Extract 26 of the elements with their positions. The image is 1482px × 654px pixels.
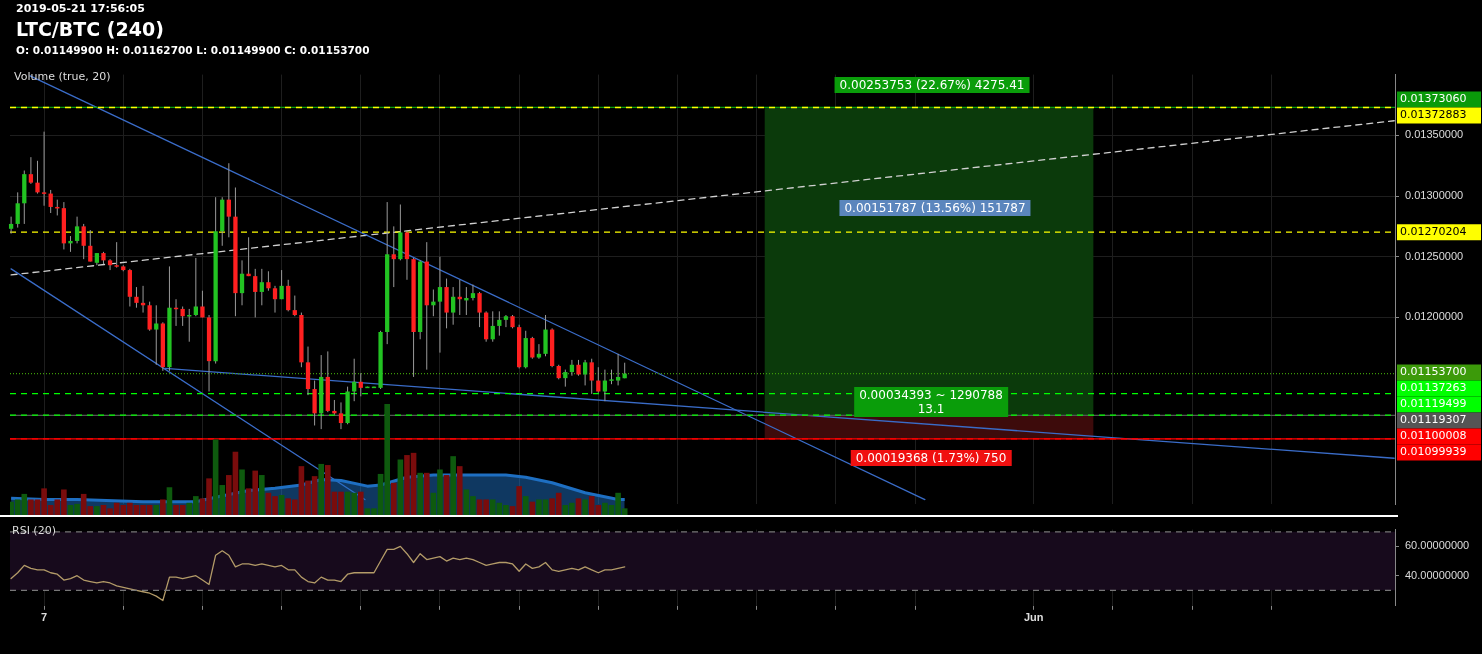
annotation: 0.00019368 (1.73%) 750	[850, 450, 1012, 466]
x-tick-label: 7	[41, 611, 48, 624]
ref-line-label: 0.01372883	[1400, 108, 1467, 122]
ref-line-label: 0.01099939	[1400, 445, 1467, 459]
ref-line-label: 0.01119499	[1400, 397, 1467, 411]
y-tick-label: 60.00000000	[1405, 539, 1470, 552]
ref-line-label: 0.01373060	[1400, 92, 1467, 106]
chart-title: LTC/BTC (240)	[16, 17, 165, 42]
ref-line-label: 0.01153700	[1400, 365, 1467, 379]
y-tick-label: 0.01200000	[1405, 310, 1464, 323]
chart-title: Volume (true, 20)	[14, 70, 111, 83]
annotation: 0.00253753 (22.67%) 4275.41	[834, 77, 1030, 93]
y-tick-label: 40.00000000	[1405, 568, 1470, 581]
chart-title: RSI (20)	[12, 524, 56, 537]
annotation: 0.00034393 ~ 1290788 13.1	[854, 387, 1008, 417]
ref-line-label: 0.01270204	[1400, 225, 1467, 239]
y-tick-label: 0.01300000	[1405, 189, 1464, 202]
y-tick-label: 0.01350000	[1405, 128, 1464, 141]
text: 2019-05-21 17:56:05	[16, 2, 146, 16]
ref-line-label: 0.01119307	[1400, 413, 1467, 427]
y-tick-label: 0.01250000	[1405, 249, 1464, 262]
annotation: 0.00151787 (13.56%) 151787	[839, 200, 1031, 216]
ref-line-label: 0.01100008	[1400, 429, 1467, 443]
ref-line-label: 0.01137263	[1400, 381, 1467, 395]
x-tick-label: Jun	[1023, 611, 1044, 624]
chart-subtitle: O: 0.01149900 H: 0.01162700 L: 0.01149900 C: 0.01153700	[16, 43, 370, 58]
